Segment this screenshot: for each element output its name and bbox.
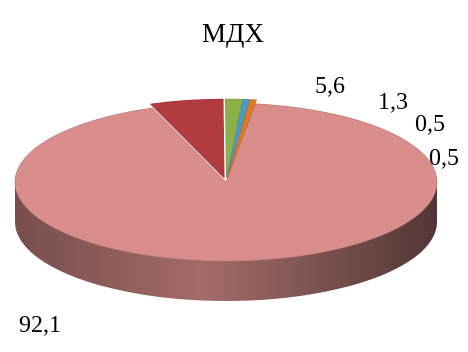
data-label-5: 0,5 — [429, 145, 459, 171]
pie-slice-tops — [14, 98, 438, 262]
pie-slice-5 — [226, 99, 258, 179]
data-label-3: 1,3 — [378, 89, 408, 115]
pie-slice-1 — [14, 103, 438, 262]
data-label-4: 0,5 — [415, 111, 445, 137]
pie-slice-3 — [225, 98, 243, 179]
pie-slice-4 — [226, 98, 251, 179]
pie-slice-side-1 — [15, 182, 437, 301]
data-label-1: 92,1 — [19, 312, 61, 338]
pie-slice-2 — [149, 98, 225, 179]
chart-title: МДХ — [202, 18, 264, 48]
data-label-2: 5,6 — [315, 73, 345, 99]
pie-side-walls — [15, 182, 437, 301]
data-labels: 92,1 5,6 1,3 0,5 0,5 — [19, 73, 459, 338]
